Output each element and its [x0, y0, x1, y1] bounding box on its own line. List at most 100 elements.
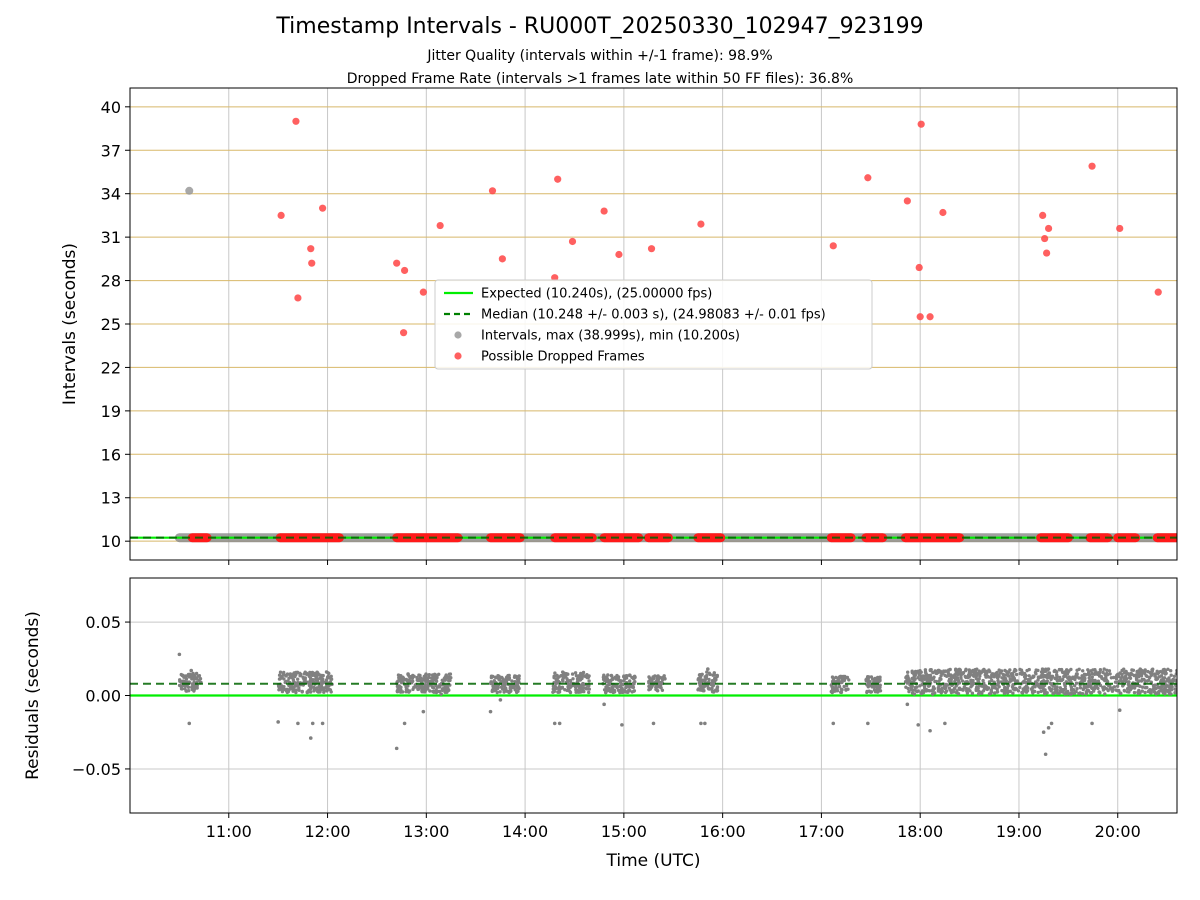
residual-cluster-1-point-142	[285, 690, 289, 695]
residual-cluster-10-point-833	[990, 672, 994, 676]
residual-cluster-10-point-905	[981, 678, 985, 683]
residual-cluster-10-point-567	[940, 686, 944, 690]
residual-cluster-10-point-982	[1174, 679, 1177, 683]
xtick-label-8: 19:00	[996, 822, 1042, 841]
residual-cluster-10-point-243	[1086, 668, 1090, 672]
residual-cluster-2-point-208	[425, 680, 429, 684]
residual-cluster-10-point-987	[960, 679, 965, 683]
residual-cluster-2-point-183	[405, 678, 409, 683]
residual-cluster-10-point-1025	[1156, 685, 1160, 689]
residual-cluster-10-point-862	[953, 673, 957, 677]
residual-cluster-10-point-763	[918, 672, 922, 677]
residual-cluster-10-point-519	[1033, 685, 1037, 689]
residual-cluster-0-point-63	[191, 677, 196, 681]
residual-cluster-1-point-188	[324, 678, 329, 682]
residual-cluster-10-point-480	[1097, 690, 1101, 694]
residual-point-19	[699, 721, 703, 726]
residual-cluster-2-point-124	[441, 687, 445, 691]
intervals-ytick-label-3: 19	[101, 402, 121, 421]
residual-cluster-2-point-88	[434, 688, 438, 692]
residual-cluster-10-point-791	[906, 670, 910, 674]
residual-cluster-10-point-461	[1026, 686, 1030, 690]
residual-cluster-10-point-925	[967, 674, 972, 679]
residuals-ytick-label-1: 0.00	[85, 687, 121, 706]
residual-cluster-10-point-1002	[903, 680, 908, 684]
residual-cluster-2-point-157	[447, 672, 452, 676]
residual-cluster-10-point-818	[1150, 671, 1154, 675]
residual-cluster-10-point-986	[908, 679, 912, 684]
dropped-frame-point-10	[436, 221, 444, 230]
residual-cluster-10-point-215	[1168, 691, 1172, 696]
residual-cluster-6-point-45	[652, 675, 656, 679]
residual-cluster-1-point-88	[310, 670, 315, 675]
residual-cluster-10-point-990	[996, 681, 1001, 685]
dropped-frame-point-33	[1116, 224, 1124, 233]
residual-cluster-1-point-205	[313, 673, 317, 678]
residual-cluster-6-point-27	[660, 688, 665, 692]
residual-cluster-10-point-681	[964, 675, 968, 680]
residual-cluster-10-point-490	[992, 691, 997, 695]
residual-cluster-10-point-95	[1078, 686, 1083, 690]
dropped-frame-point-19	[697, 220, 705, 228]
residual-cluster-10-point-704	[928, 668, 933, 672]
residual-cluster-10-point-994	[956, 676, 960, 680]
residual-cluster-10-point-663	[1031, 674, 1035, 678]
residual-cluster-2-point-162	[428, 689, 432, 693]
residual-cluster-2-point-147	[435, 685, 440, 689]
residuals-data	[130, 652, 1177, 757]
dropped-frame-point-16	[600, 207, 608, 215]
residual-cluster-0-point-65	[191, 673, 196, 677]
xtick-label-3: 14:00	[502, 822, 548, 841]
residual-cluster-1-point-189	[288, 673, 292, 677]
residual-cluster-10-point-975	[1093, 686, 1097, 690]
residual-cluster-10-point-686	[920, 678, 924, 682]
residual-cluster-10-point-245	[959, 676, 963, 680]
residual-cluster-1-point-172	[280, 674, 284, 679]
residual-cluster-2-point-197	[421, 686, 425, 690]
residual-cluster-3-point-110	[513, 688, 517, 692]
residual-cluster-10-point-869	[923, 668, 928, 672]
residual-cluster-10-point-931	[1101, 685, 1105, 690]
residual-point-6	[310, 721, 315, 726]
residual-point-1	[187, 721, 192, 726]
residual-cluster-3-point-98	[506, 689, 511, 694]
dropped-frame-point-23	[915, 263, 923, 272]
residual-cluster-10-point-1031	[954, 670, 959, 674]
residual-cluster-10-point-929	[1106, 688, 1110, 693]
residual-cluster-1-point-74	[282, 670, 286, 675]
residual-cluster-10-point-131	[1127, 680, 1131, 684]
residual-cluster-10-point-368	[1025, 668, 1029, 673]
residual-cluster-10-point-863	[980, 691, 984, 695]
legend-label-2: Intervals, max (38.999s), min (10.200s)	[481, 329, 740, 344]
residual-cluster-4-point-127	[570, 684, 574, 688]
residual-cluster-10-point-935	[1094, 670, 1098, 674]
residual-cluster-1-point-202	[291, 685, 295, 689]
residual-cluster-10-point-842	[1156, 690, 1161, 695]
residual-cluster-5-point-128	[610, 687, 615, 691]
residual-cluster-10-point-511	[995, 670, 999, 675]
residual-cluster-10-point-559	[1174, 672, 1177, 676]
residual-cluster-10-point-995	[1140, 689, 1145, 693]
residual-cluster-10-point-147	[1090, 675, 1095, 679]
residual-cluster-1-point-203	[327, 676, 331, 680]
residual-cluster-10-point-1020	[912, 692, 917, 696]
residual-cluster-10-point-915	[1120, 680, 1125, 684]
residual-cluster-10-point-916	[1040, 667, 1045, 671]
residual-cluster-10-point-998	[953, 686, 957, 690]
residual-cluster-1-point-186	[319, 688, 323, 692]
residual-point-0	[177, 652, 182, 657]
residual-cluster-5-point-122	[602, 688, 607, 692]
residual-cluster-10-point-668	[1048, 681, 1052, 685]
residual-cluster-10-point-1011	[1014, 668, 1018, 673]
residual-cluster-3-point-74	[491, 688, 495, 693]
dropped-frame-point-14	[554, 175, 562, 183]
residual-cluster-2-point-138	[411, 687, 415, 692]
residual-point-20	[703, 721, 707, 726]
residual-cluster-10-point-637	[971, 668, 975, 673]
residual-point-30	[1046, 726, 1051, 730]
residual-cluster-10-point-485	[988, 669, 992, 674]
residual-cluster-10-point-825	[1138, 668, 1143, 672]
residual-cluster-2-point-149	[405, 689, 409, 693]
residual-point-15	[557, 721, 562, 726]
residual-cluster-10-point-872	[1080, 676, 1084, 681]
